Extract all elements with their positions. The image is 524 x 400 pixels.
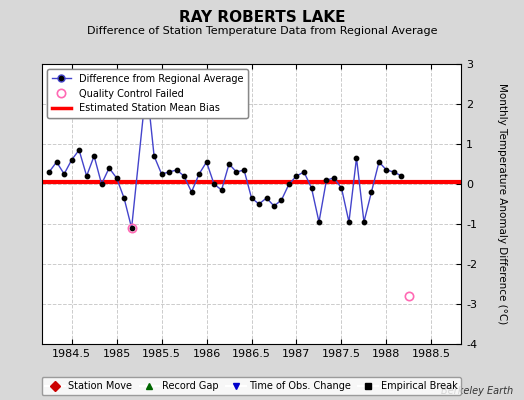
Point: [217, 187, 226, 193]
Point: [187, 189, 195, 195]
Point: [397, 173, 406, 179]
Point: [367, 189, 376, 195]
Point: [195, 171, 203, 177]
Point: [75, 147, 83, 153]
Point: [255, 201, 263, 207]
Text: RAY ROBERTS LAKE: RAY ROBERTS LAKE: [179, 10, 345, 25]
Point: [285, 181, 293, 187]
Point: [330, 175, 338, 181]
Point: [383, 167, 391, 173]
Point: [202, 159, 211, 165]
Point: [112, 175, 121, 181]
Point: [225, 161, 233, 167]
Point: [232, 169, 241, 175]
Y-axis label: Monthly Temperature Anomaly Difference (°C): Monthly Temperature Anomaly Difference (…: [497, 83, 507, 325]
Point: [247, 195, 256, 201]
Point: [90, 153, 99, 159]
Point: [82, 173, 91, 179]
Point: [210, 181, 218, 187]
Point: [345, 219, 353, 225]
Point: [45, 169, 53, 175]
Point: [277, 197, 286, 203]
Point: [315, 219, 323, 225]
Point: [263, 195, 271, 201]
Point: [352, 155, 361, 161]
Point: [360, 219, 368, 225]
Legend: Station Move, Record Gap, Time of Obs. Change, Empirical Break: Station Move, Record Gap, Time of Obs. C…: [41, 377, 461, 395]
Point: [322, 177, 331, 183]
Point: [60, 171, 68, 177]
Point: [127, 225, 136, 231]
Point: [337, 185, 346, 191]
Point: [240, 167, 248, 173]
Point: [52, 159, 61, 165]
Point: [68, 157, 76, 163]
Point: [165, 169, 173, 175]
Point: [292, 173, 301, 179]
Point: [172, 167, 181, 173]
Point: [308, 185, 316, 191]
Point: [105, 165, 113, 171]
Point: [150, 153, 158, 159]
Point: [390, 169, 398, 175]
Legend: Difference from Regional Average, Quality Control Failed, Estimated Station Mean: Difference from Regional Average, Qualit…: [47, 69, 248, 118]
Point: [180, 173, 188, 179]
Text: Difference of Station Temperature Data from Regional Average: Difference of Station Temperature Data f…: [87, 26, 437, 36]
Point: [300, 169, 308, 175]
Point: [120, 195, 128, 201]
Point: [375, 159, 383, 165]
Point: [143, 81, 151, 87]
Point: [97, 181, 106, 187]
Point: [157, 171, 166, 177]
Text: Berkeley Earth: Berkeley Earth: [441, 386, 514, 396]
Point: [270, 203, 278, 209]
